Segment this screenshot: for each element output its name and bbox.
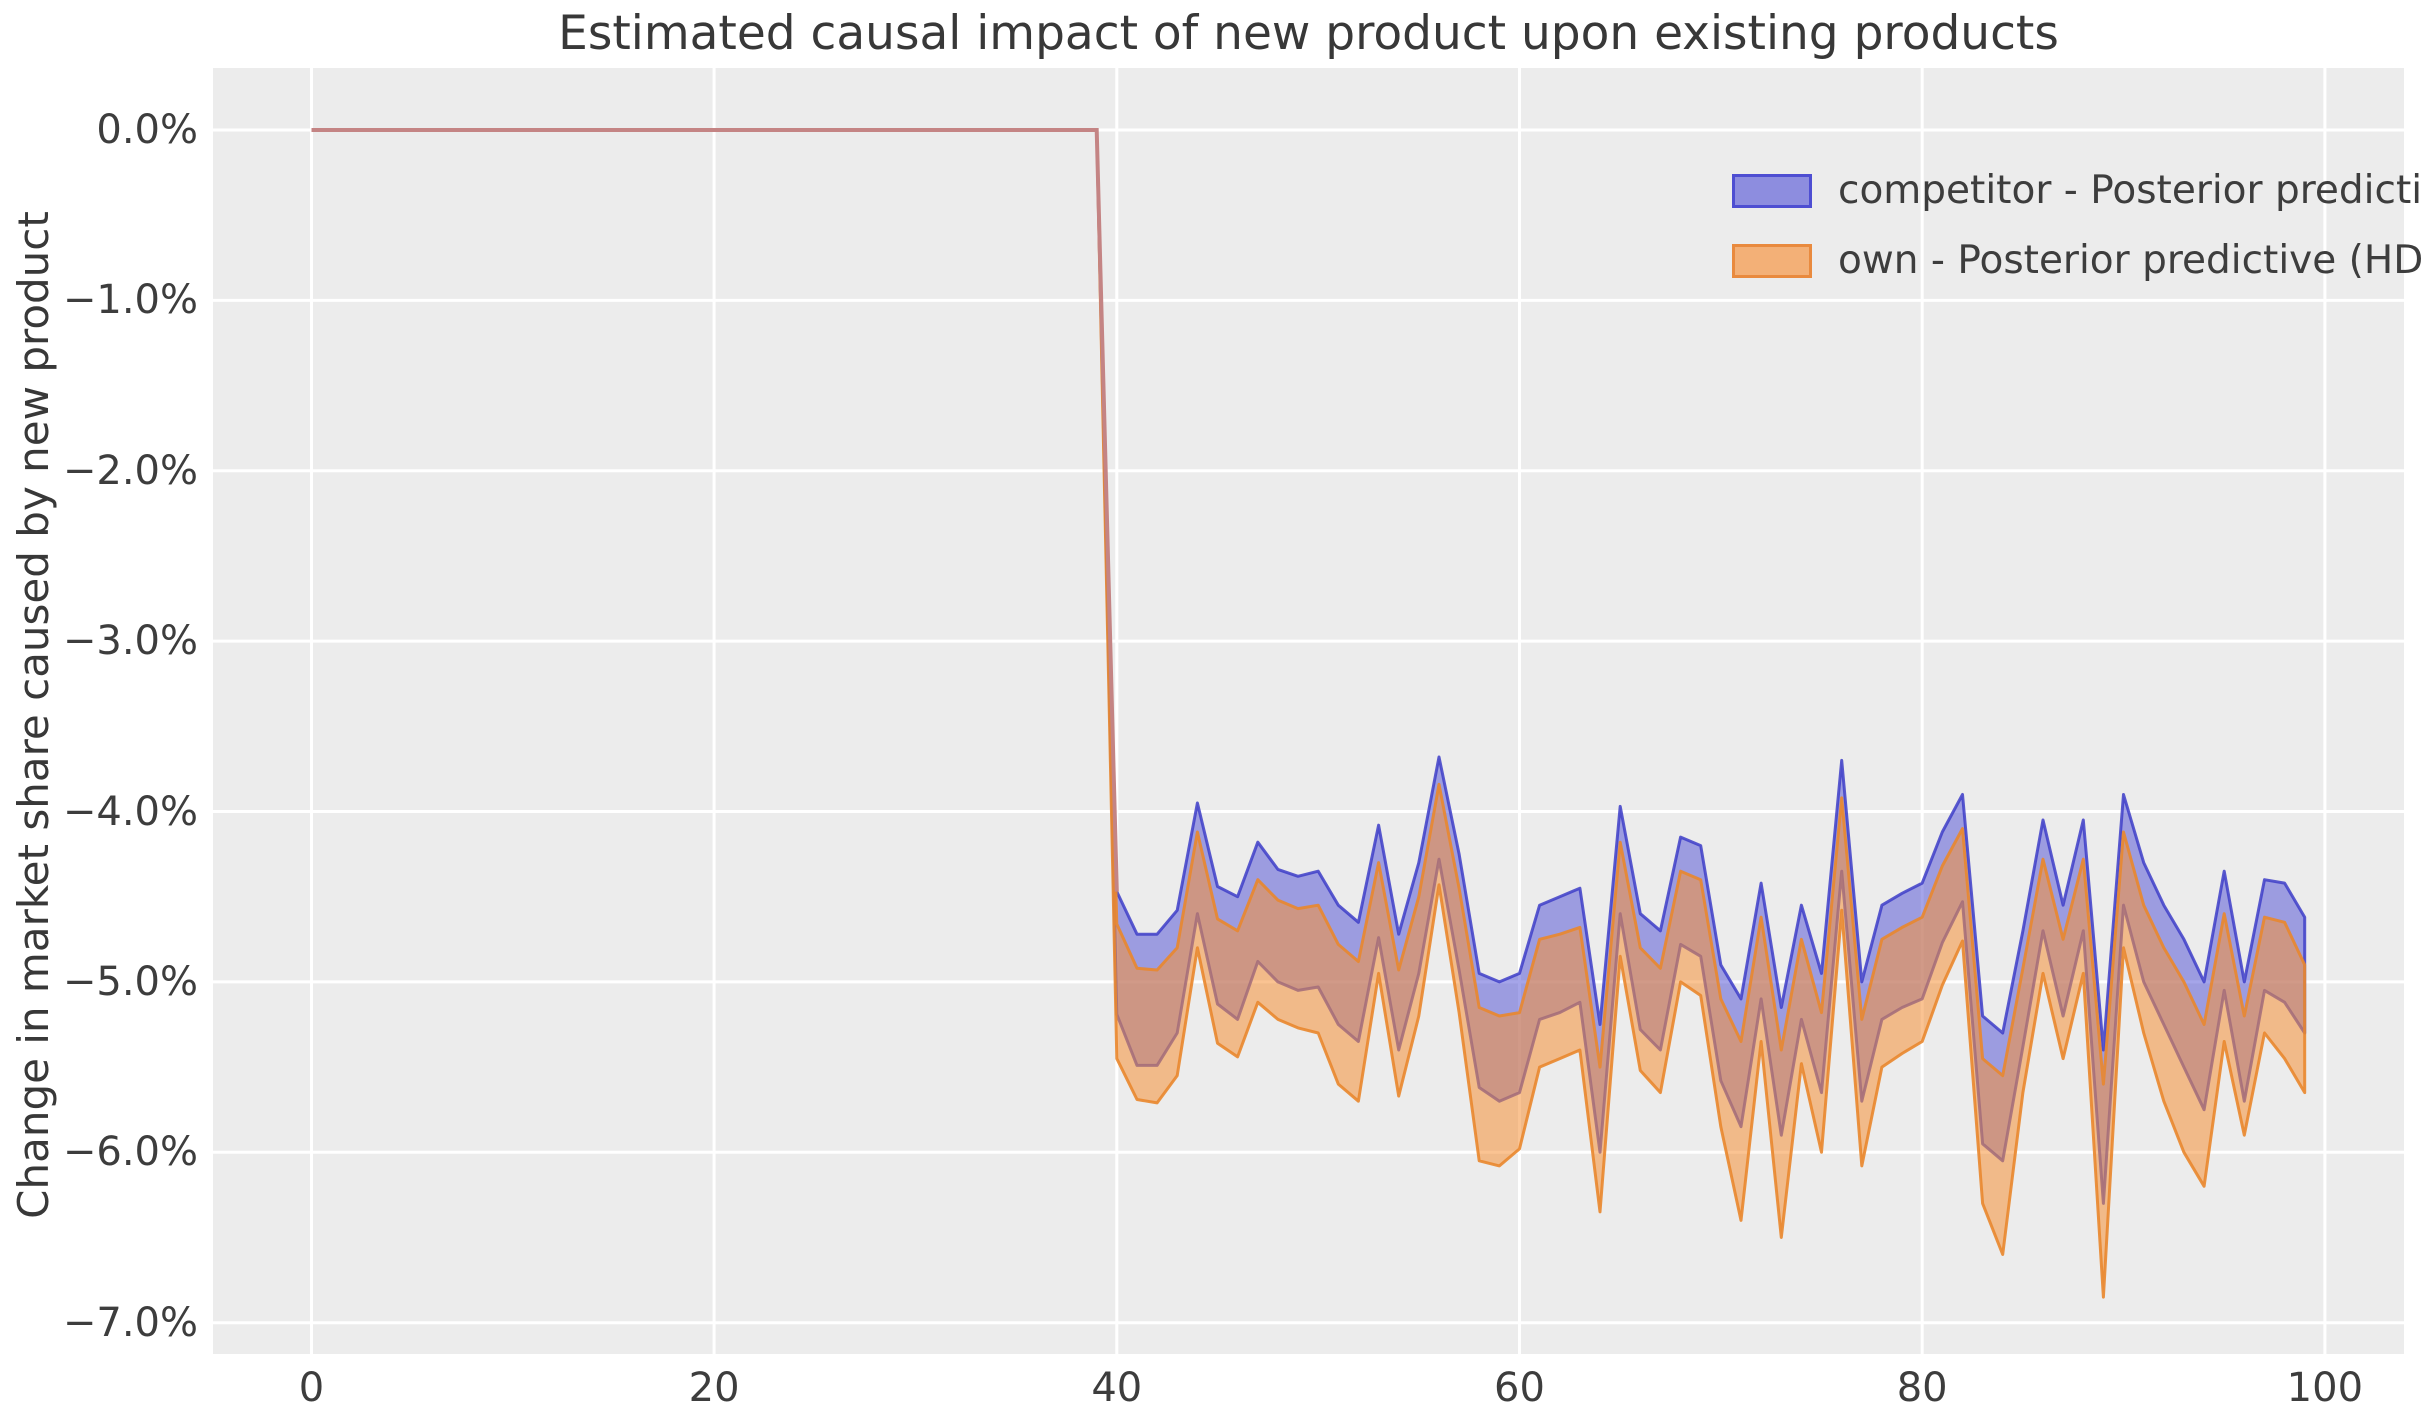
legend-label-own: own - Posterior predictive (HDI) [1838, 238, 2423, 283]
pre-period-zero-line [311, 128, 1119, 892]
legend-item-own: own - Posterior predictive (HDI) [1732, 238, 2423, 283]
chart-title: Estimated causal impact of new product u… [558, 6, 2059, 61]
x-tick-label: 20 [688, 1365, 740, 1411]
legend: competitor - Posterior predictive (HDI) … [1732, 168, 2423, 308]
x-tick-label: 80 [1896, 1365, 1948, 1411]
chart-canvas [213, 68, 2404, 1354]
x-tick-label: 0 [298, 1365, 325, 1411]
y-tick-label: −2.0% [62, 447, 198, 494]
own-hdi-swatch-icon [1732, 243, 1812, 278]
x-tick-label: 100 [2286, 1365, 2364, 1411]
y-tick-label: −4.0% [62, 788, 198, 835]
x-tick-label: 60 [1494, 1365, 1545, 1411]
y-tick-label: −5.0% [62, 958, 198, 1005]
y-tick-label: 0.0% [96, 107, 198, 154]
y-tick-label: −3.0% [62, 618, 198, 665]
plot-area: competitor - Posterior predictive (HDI) … [213, 68, 2423, 1354]
y-tick-label: −1.0% [62, 277, 198, 324]
competitor-hdi-swatch-icon [1732, 173, 1812, 208]
x-tick-label: 40 [1091, 1365, 1143, 1411]
legend-label-competitor: competitor - Posterior predictive (HDI) [1838, 168, 2423, 213]
y-tick-label: −7.0% [62, 1299, 198, 1346]
y-tick-label: −6.0% [62, 1129, 198, 1176]
own-hdi-band [1095, 128, 2307, 1299]
legend-item-competitor: competitor - Posterior predictive (HDI) [1732, 168, 2423, 213]
